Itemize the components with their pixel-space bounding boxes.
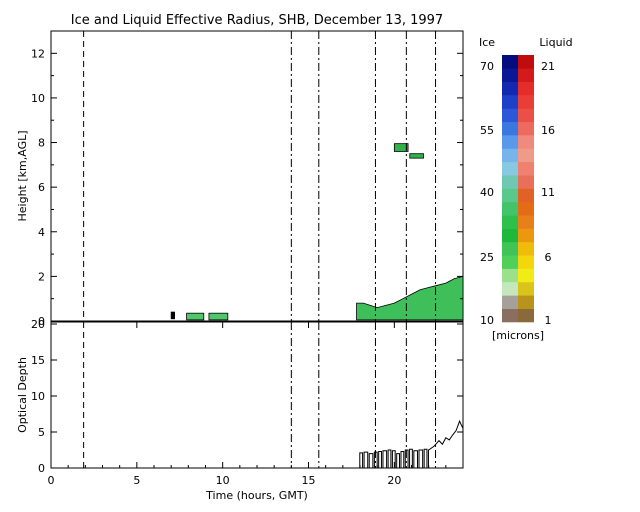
colorbar-liquid-swatch — [518, 81, 534, 96]
optical-depth-tick-label: 0 — [38, 462, 45, 475]
colorbar-ice-swatch — [502, 188, 518, 203]
colorbar-liquid-swatch — [518, 215, 534, 229]
event-lines-lower — [83, 322, 437, 468]
chart-title: Ice and Liquid Effective Radius, SHB, De… — [71, 13, 443, 28]
colorbar-ice-tick: 70 — [480, 60, 494, 73]
optical-depth-tick-label: 20 — [31, 318, 45, 331]
colorbar-ice-swatch — [502, 95, 518, 109]
colorbar-ice-swatch — [502, 175, 518, 189]
colorbar-liquid-tick: 21 — [541, 60, 555, 73]
colorbar-ice-swatch — [502, 121, 518, 136]
colorbar-ice-swatch — [502, 81, 518, 96]
time-tick-label: 15 — [302, 474, 316, 487]
height-tick-label: 4 — [38, 226, 45, 239]
colorbar-ice-swatch — [502, 215, 518, 229]
colorbar-ice-swatch — [502, 228, 518, 243]
cloud-patch — [208, 312, 229, 321]
colorbar-liquid-swatch — [518, 188, 534, 203]
time-tick-label: 0 — [48, 474, 55, 487]
colorbar-ice-swatch — [502, 255, 518, 269]
colorbar-ice-swatch — [502, 148, 518, 163]
height-tick-label: 2 — [38, 270, 45, 283]
optical-depth-tick-label: 10 — [31, 390, 45, 403]
colorbar-ice-swatch — [502, 308, 518, 323]
time-axis-ticks: 0 5 10 15 20 — [48, 322, 447, 487]
height-panel: 0 2 4 6 8 10 12 Height [km,AGL] — [16, 30, 464, 328]
optical-depth-panel: 0 5 10 15 20 0 5 10 15 20 Optical Depth Time (ho… — [16, 318, 464, 502]
optical-depth-tick-label: 15 — [31, 354, 45, 367]
colorbar-liquid-scale — [518, 55, 534, 323]
colorbar-ice-swatch — [502, 281, 518, 296]
height-tick-label: 10 — [31, 92, 45, 105]
height-axis-ticks: 0 2 4 6 8 10 12 — [31, 47, 463, 328]
height-tick-label: 12 — [31, 47, 45, 60]
colorbar-ice-tick: 10 — [480, 314, 494, 327]
colorbar-liquid-swatch — [518, 108, 534, 123]
colorbar-liquid-swatch — [518, 161, 534, 176]
time-tick-label: 5 — [133, 474, 140, 487]
colorbar-ice-tick: 40 — [480, 186, 494, 199]
height-tick-label: 8 — [38, 137, 45, 150]
colorbar-liquid-tick: 16 — [541, 124, 555, 137]
colorbar-liquid-swatch — [518, 121, 534, 136]
colorbar-liquid-tick: 6 — [545, 251, 552, 264]
colorbar-liquid-swatch — [518, 68, 534, 82]
colorbar-liquid-tick: 1 — [545, 314, 552, 327]
colorbar-liquid-swatch — [518, 148, 534, 163]
optical-depth-frame — [50, 321, 464, 469]
colorbar-ice-swatch — [502, 108, 518, 123]
colorbar: Ice Liquid 70 55 40 25 10 21 16 11 6 1 [microns] — [479, 36, 573, 342]
colorbar-ice-swatch — [502, 135, 518, 149]
colorbar-ticks: 70 55 40 25 10 21 16 11 6 1 — [480, 60, 555, 327]
colorbar-ice-scale — [502, 55, 518, 323]
time-tick-label: 10 — [216, 474, 230, 487]
optical-depth-axis-label: Optical Depth — [16, 357, 29, 433]
time-axis-label: Time (hours, GMT) — [205, 489, 308, 502]
colorbar-units-label: [microns] — [492, 329, 544, 342]
colorbar-ice-tick: 25 — [480, 251, 494, 264]
height-panel-frame — [50, 30, 464, 322]
colorbar-liquid-tick: 11 — [541, 186, 555, 199]
colorbar-ice-swatch — [502, 241, 518, 256]
colorbar-liquid-swatch — [518, 295, 534, 309]
colorbar-liquid-swatch — [518, 175, 534, 189]
colorbar-ice-swatch — [502, 295, 518, 309]
optical-depth-axis-ticks: 0 5 10 15 20 — [31, 318, 463, 475]
event-lines-upper — [83, 31, 437, 321]
colorbar-ice-swatch — [502, 161, 518, 176]
colorbar-ice-swatch — [502, 68, 518, 82]
optical-depth-line — [356, 419, 464, 469]
cloud-patch — [186, 312, 205, 321]
colorbar-liquid-swatch — [518, 135, 534, 149]
colorbar-liquid-swatch — [518, 308, 534, 323]
colorbar-ice-swatch — [502, 201, 518, 216]
colorbar-liquid-swatch — [518, 268, 534, 283]
colorbar-liquid-swatch — [518, 281, 534, 296]
optical-depth-tick-label: 5 — [38, 426, 45, 439]
height-tick-label: 6 — [38, 181, 45, 194]
colorbar-ice-label: Ice — [479, 36, 495, 49]
cloud-fills — [170, 143, 464, 321]
colorbar-liquid-swatch — [518, 201, 534, 216]
cloud-patch — [409, 153, 424, 159]
time-tick-label: 20 — [387, 474, 401, 487]
optical-depth-series — [356, 419, 464, 469]
colorbar-liquid-swatch — [518, 255, 534, 269]
height-axis-label: Height [km,AGL] — [16, 130, 29, 221]
colorbar-liquid-swatch — [518, 228, 534, 243]
cloud-patch — [170, 311, 176, 320]
height-tick-label: 0 — [38, 315, 45, 328]
colorbar-liquid-label: Liquid — [539, 36, 572, 49]
colorbar-liquid-swatch — [518, 95, 534, 109]
colorbar-liquid-swatch — [518, 55, 534, 69]
colorbar-ice-swatch — [502, 268, 518, 283]
cloud-patch — [393, 143, 409, 152]
low-cloud-layer — [356, 275, 464, 321]
colorbar-ice-swatch — [502, 55, 518, 69]
colorbar-liquid-swatch — [518, 241, 534, 256]
colorbar-ice-tick: 55 — [480, 124, 494, 137]
